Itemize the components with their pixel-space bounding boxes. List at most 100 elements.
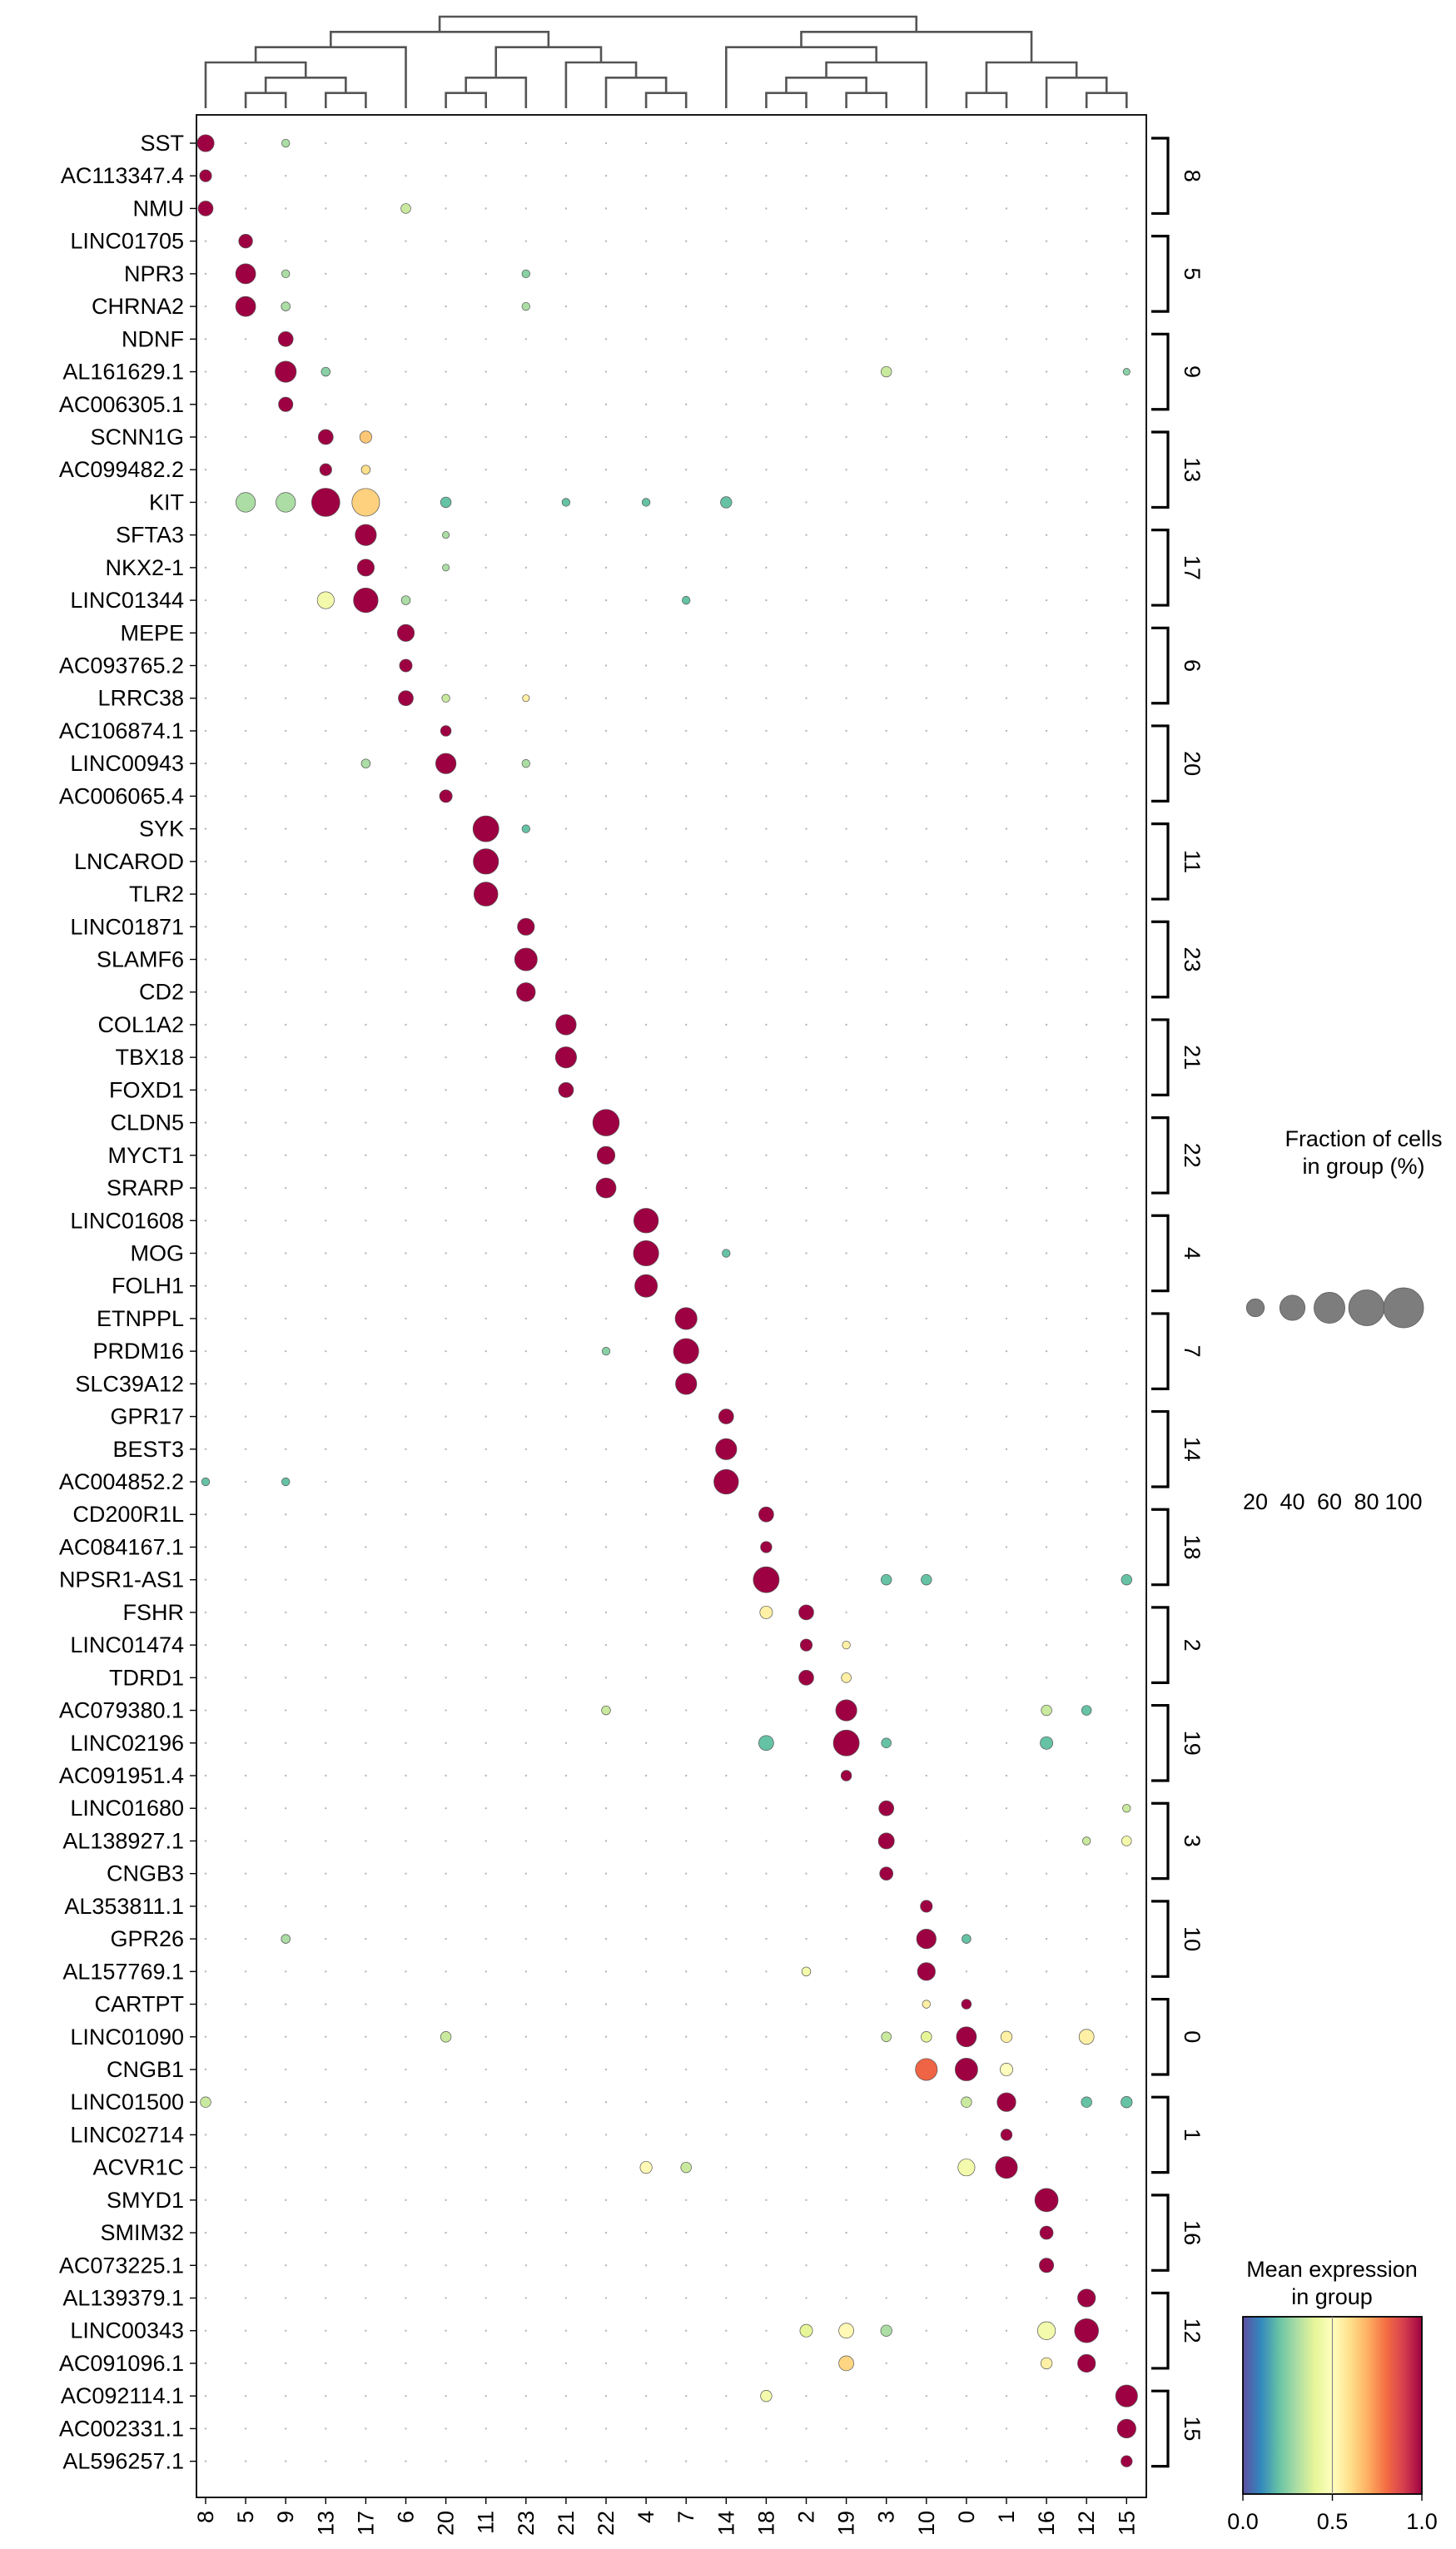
dot-empty (644, 827, 648, 830)
dot-empty (725, 1677, 728, 1679)
dot-LINC01500-15 (1121, 2096, 1133, 2109)
dot-empty (965, 795, 968, 797)
dot-empty (1086, 1186, 1088, 1190)
dot-empty (885, 1905, 887, 1908)
dot-empty (805, 1349, 808, 1353)
dot-empty (965, 1252, 968, 1255)
dot-empty (285, 697, 287, 699)
dot-empty (604, 697, 608, 699)
dot-empty (845, 2199, 847, 2202)
dot-empty (244, 1349, 247, 1353)
dot-empty (1005, 1937, 1008, 1940)
dot-empty (244, 2231, 247, 2234)
dot-empty (405, 1905, 407, 1908)
dot-empty (725, 1089, 728, 1091)
dot-empty (925, 1415, 928, 1418)
dot-empty (1005, 827, 1008, 830)
dot-empty (285, 1415, 287, 1418)
dot-empty (1086, 240, 1088, 242)
gene-label: LINC01680 (70, 1796, 184, 1821)
dot-empty (1126, 566, 1128, 569)
dot-empty (445, 926, 447, 928)
dot-empty (1045, 435, 1048, 439)
dot-CNGB1-0 (954, 2058, 978, 2081)
dot-empty (1126, 2166, 1128, 2169)
group-bracket (1151, 626, 1170, 705)
dot-empty (805, 2166, 808, 2169)
dot-empty (805, 1415, 808, 1418)
dot-empty (405, 1448, 407, 1451)
dot-empty (604, 1415, 608, 1418)
dot-empty (925, 1121, 928, 1124)
dot-empty (725, 1546, 728, 1548)
dot-LINC01705-5 (238, 234, 253, 249)
group-bracket (1151, 1900, 1170, 1978)
dot-empty (524, 2068, 527, 2071)
dot-empty (925, 762, 928, 765)
dot-empty (885, 338, 887, 340)
dot-empty (564, 1840, 568, 1842)
dot-empty (685, 762, 688, 765)
dot-empty (204, 1220, 207, 1222)
dot-empty (845, 795, 847, 797)
dot-LINC01090-12 (1078, 2029, 1095, 2045)
dot-empty (1086, 1317, 1088, 1320)
dot-empty (244, 1317, 247, 1320)
dot-empty (805, 1154, 808, 1157)
dot-empty (644, 207, 648, 210)
dot-empty (885, 729, 887, 733)
dot-empty (765, 632, 768, 634)
dot-empty (204, 1349, 207, 1353)
dot-PRDM16-22 (601, 1346, 611, 1356)
dot-empty (445, 2460, 447, 2462)
gene-label: AC073225.1 (59, 2253, 184, 2278)
dot-empty (845, 175, 847, 177)
gene-label: FOLH1 (112, 1274, 184, 1299)
dot-empty (604, 305, 608, 308)
dot-empty (845, 1284, 847, 1287)
dot-empty (765, 1937, 768, 1940)
dot-empty (1045, 1121, 1048, 1124)
dot-CHRNA2-9 (281, 301, 291, 311)
dot-empty (685, 1448, 688, 1451)
dot-empty (1086, 1872, 1088, 1875)
gene-label: NMU (133, 196, 185, 221)
dot-empty (564, 892, 568, 896)
dot-empty (564, 370, 568, 373)
dot-empty (564, 1480, 568, 1483)
dot-empty (285, 991, 287, 993)
dot-empty (644, 632, 648, 634)
dot-empty (965, 240, 968, 242)
dot-empty (1005, 860, 1008, 863)
dot-empty (765, 860, 768, 863)
dot-LINC01474-2 (799, 1638, 813, 1652)
dot-empty (845, 892, 847, 896)
dot-empty (1045, 795, 1048, 797)
dot-empty (765, 2166, 768, 2169)
dot-empty (885, 272, 887, 276)
dot-empty (685, 2264, 688, 2267)
dot-empty (765, 2460, 768, 2462)
dot-empty (1005, 926, 1008, 928)
dot-empty (365, 1089, 367, 1091)
dot-empty (1086, 1905, 1088, 1908)
dot-empty (325, 1448, 327, 1451)
group-label: 3 (1180, 1835, 1205, 1847)
cluster-label: 16 (1034, 2511, 1059, 2536)
dot-empty (365, 1742, 367, 1744)
dot-empty (1126, 1089, 1128, 1091)
dot-empty (604, 534, 608, 536)
dot-empty (885, 2231, 887, 2234)
dot-empty (685, 1513, 688, 1516)
dot-empty (845, 1121, 847, 1124)
dot-empty (445, 2362, 447, 2365)
dot-empty (845, 2460, 847, 2462)
dot-empty (564, 1905, 568, 1908)
dot-empty (405, 501, 407, 504)
dot-empty (524, 2003, 527, 2005)
gene-label: MOG (131, 1240, 185, 1265)
dendrogram-link (825, 61, 928, 108)
dot-empty (805, 860, 808, 863)
dot-empty (725, 1872, 728, 1875)
dot-empty (485, 272, 487, 276)
